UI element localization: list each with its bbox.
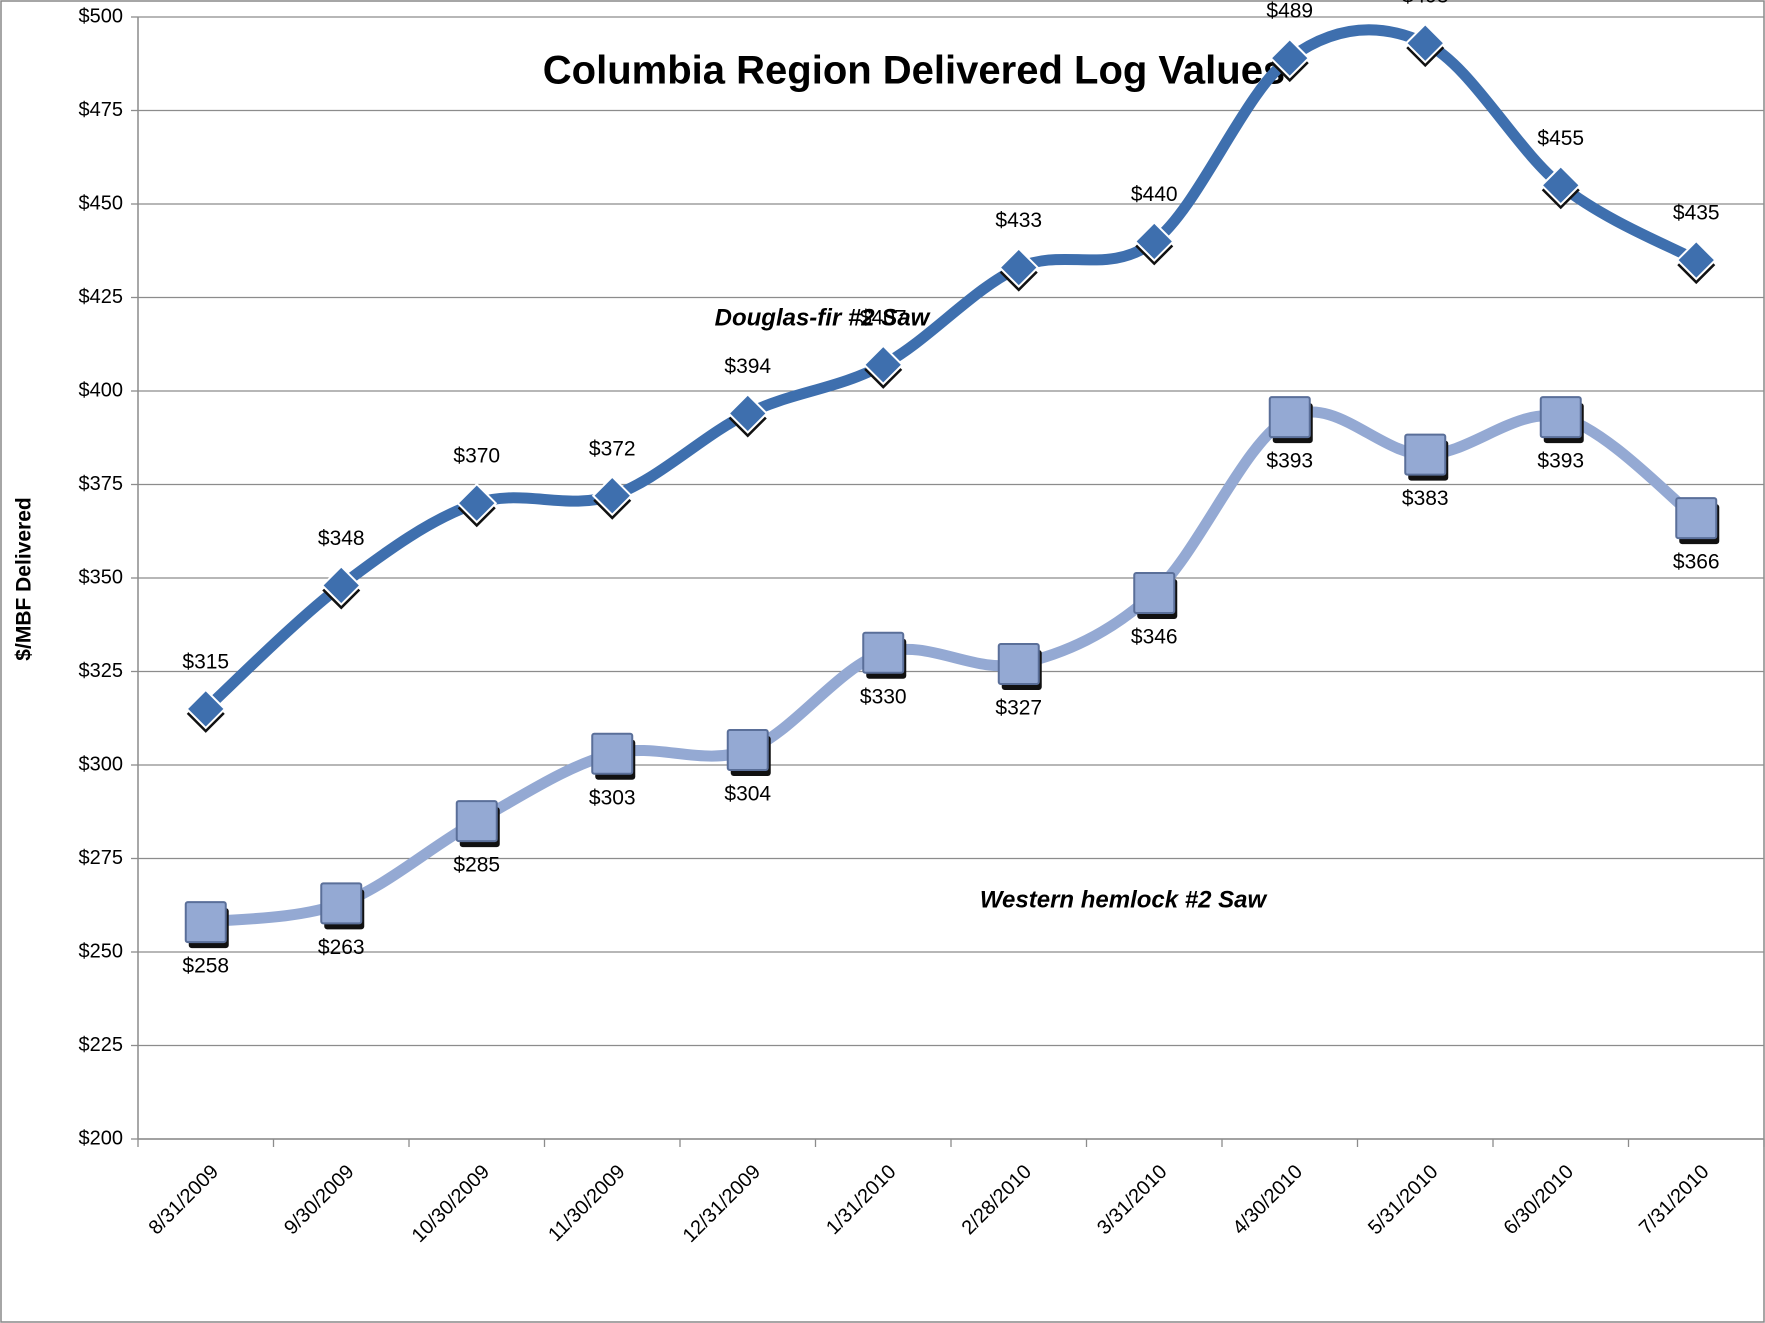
marker	[320, 565, 362, 606]
data-label: $435	[1673, 202, 1720, 225]
y-tick-label: $250	[79, 940, 124, 962]
data-label: $346	[1131, 626, 1178, 649]
marker	[1269, 37, 1311, 79]
data-label: $440	[1131, 183, 1178, 206]
y-tick-label: $300	[79, 753, 124, 775]
y-tick-label: $200	[79, 1127, 124, 1149]
marker	[1539, 396, 1582, 439]
data-label: $370	[453, 445, 500, 468]
data-label: $455	[1537, 127, 1584, 150]
data-label: $383	[1402, 487, 1449, 510]
data-label: $315	[182, 650, 229, 673]
data-label: $372	[589, 437, 636, 460]
chart-title: Columbia Region Delivered Log Values	[543, 49, 1285, 93]
y-tick-label: $400	[79, 379, 124, 401]
data-label: $393	[1537, 450, 1584, 473]
marker	[1133, 571, 1176, 614]
data-label: $258	[182, 955, 229, 978]
data-label: $493	[1402, 0, 1449, 8]
data-label: $263	[318, 936, 365, 959]
data-label: $433	[995, 209, 1042, 232]
marker	[726, 729, 769, 772]
y-tick-label: $375	[79, 473, 124, 495]
data-label: $394	[724, 355, 771, 378]
marker	[1268, 396, 1311, 439]
data-label: $348	[318, 527, 365, 550]
marker	[591, 732, 634, 775]
y-tick-label: $425	[79, 286, 124, 308]
y-axis-label: $/MBF Delivered	[13, 497, 36, 660]
y-tick-label: $225	[79, 1034, 124, 1056]
data-label: $327	[995, 697, 1042, 720]
marker	[862, 344, 904, 386]
y-tick-label: $475	[79, 99, 124, 121]
marker	[591, 475, 633, 517]
marker	[1540, 164, 1582, 206]
data-label: $407	[860, 306, 907, 329]
data-label: $366	[1673, 551, 1720, 574]
y-tick-label: $325	[79, 660, 124, 682]
y-tick-label: $450	[79, 192, 124, 214]
marker	[1404, 22, 1446, 64]
marker	[184, 901, 227, 944]
data-label: $489	[1266, 0, 1313, 23]
marker	[1133, 220, 1175, 262]
data-label: $304	[724, 783, 771, 806]
data-label: $285	[453, 854, 500, 877]
marker	[456, 482, 498, 524]
data-label: $303	[589, 786, 636, 809]
y-tick-label: $275	[79, 847, 124, 869]
data-label: $330	[860, 685, 907, 708]
y-tick-label: $350	[79, 566, 124, 588]
marker	[185, 688, 227, 730]
marker	[1675, 497, 1718, 540]
series-name: Western hemlock #2 Saw	[980, 886, 1268, 913]
data-label: $393	[1266, 450, 1313, 473]
marker	[1675, 239, 1717, 281]
marker	[997, 643, 1040, 686]
marker	[727, 393, 769, 434]
series-name: Douglas-fir #2 Saw	[715, 304, 931, 331]
marker	[998, 247, 1040, 288]
y-tick-label: $500	[79, 5, 124, 27]
marker	[455, 800, 498, 843]
marker	[320, 882, 363, 925]
marker	[862, 631, 905, 674]
marker	[1404, 433, 1447, 476]
